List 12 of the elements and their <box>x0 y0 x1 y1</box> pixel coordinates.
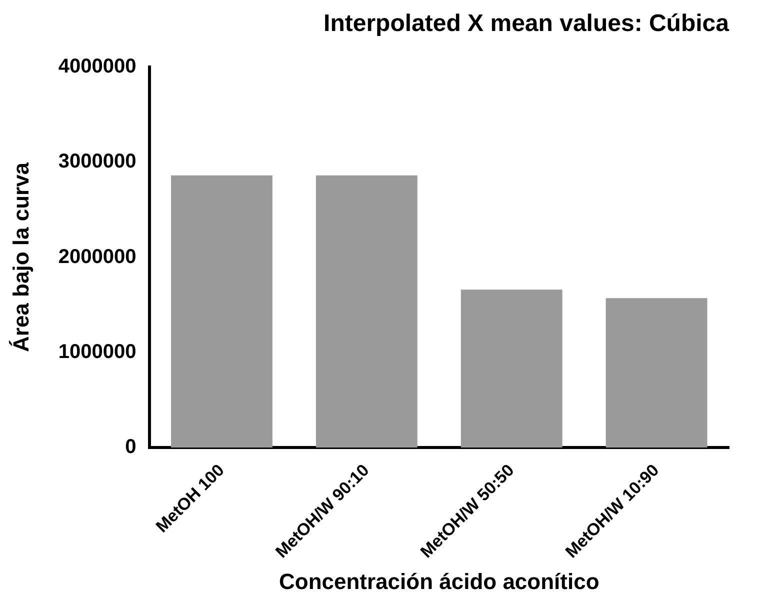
y-axis-title: Área bajo la curva <box>8 162 34 352</box>
x-axis-title: Concentración ácido aconítico <box>278 568 600 594</box>
y-tick-label: 3000000 <box>58 150 136 173</box>
chart-title: Interpolated X mean values: Cúbica <box>324 10 730 38</box>
y-tick-label: 4000000 <box>58 55 136 78</box>
y-tick-label: 1000000 <box>58 340 136 363</box>
y-tick-label: 0 <box>125 436 136 458</box>
bar <box>460 290 562 448</box>
bar <box>316 175 418 448</box>
bar <box>606 298 708 448</box>
bar <box>171 175 272 448</box>
y-tick-label: 2000000 <box>58 246 136 268</box>
